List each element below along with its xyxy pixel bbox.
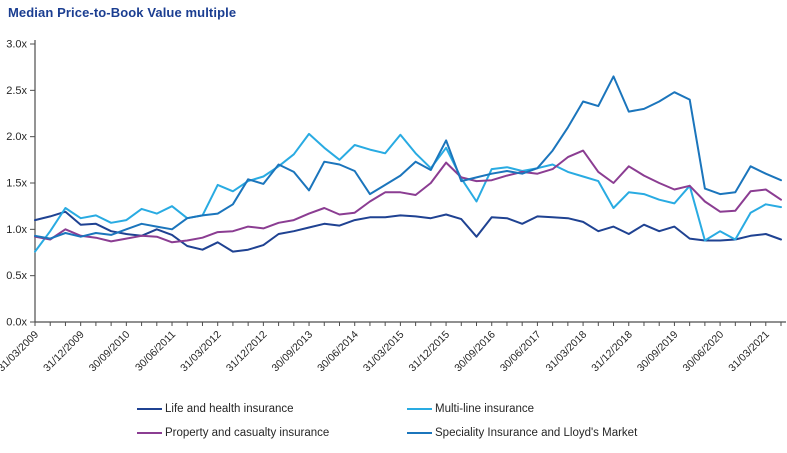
legend-item-multi-line: Multi-line insurance (407, 403, 534, 415)
legend-item-property-casualty: Property and casualty insurance (137, 427, 329, 439)
legend-swatch-property-casualty (137, 431, 162, 435)
svg-text:30/06/2011: 30/06/2011 (133, 329, 178, 374)
legend-swatch-life-and-health (137, 407, 162, 411)
svg-text:31/03/2012: 31/03/2012 (178, 329, 224, 375)
legend-label-speciality-lloyds: Speciality Insurance and Lloyd's Market (435, 427, 638, 439)
svg-text:30/09/2016: 30/09/2016 (452, 329, 498, 375)
svg-text:2.0x: 2.0x (6, 131, 27, 143)
legend-swatch-speciality-lloyds (407, 431, 432, 435)
svg-text:31/12/2012: 31/12/2012 (224, 329, 270, 375)
svg-text:31/12/2015: 31/12/2015 (407, 329, 453, 375)
svg-text:30/06/2014: 30/06/2014 (315, 329, 361, 375)
svg-text:31/03/2015: 31/03/2015 (361, 329, 407, 375)
svg-text:0.0x: 0.0x (6, 317, 27, 329)
svg-text:30/06/2017: 30/06/2017 (498, 329, 544, 375)
legend-label-life-and-health: Life and health insurance (165, 403, 294, 415)
svg-text:30/06/2020: 30/06/2020 (681, 329, 727, 375)
svg-text:30/09/2019: 30/09/2019 (635, 329, 681, 375)
legend-swatch-multi-line (407, 407, 432, 411)
svg-text:3.0x: 3.0x (6, 39, 27, 51)
svg-text:31/12/2018: 31/12/2018 (589, 329, 635, 375)
svg-text:1.0x: 1.0x (6, 224, 27, 236)
legend-label-multi-line: Multi-line insurance (435, 403, 535, 415)
svg-text:2.5x: 2.5x (6, 85, 27, 97)
svg-text:0.5x: 0.5x (6, 270, 27, 282)
legend-item-life-and-health: Life and health insurance (137, 403, 294, 415)
svg-text:30/09/2013: 30/09/2013 (270, 329, 316, 375)
svg-text:31/12/2009: 31/12/2009 (41, 329, 87, 375)
legend-item-speciality-lloyds: Speciality Insurance and Lloyd's Market (407, 427, 637, 439)
svg-text:31/03/2018: 31/03/2018 (544, 329, 590, 375)
svg-text:30/09/2010: 30/09/2010 (87, 329, 133, 375)
svg-text:1.5x: 1.5x (6, 178, 27, 190)
chart-title: Median Price-to-Book Value multiple (8, 5, 237, 20)
svg-text:31/03/2021: 31/03/2021 (726, 329, 772, 375)
svg-text:31/03/2009: 31/03/2009 (0, 329, 41, 375)
legend-label-property-casualty: Property and casualty insurance (165, 427, 330, 439)
